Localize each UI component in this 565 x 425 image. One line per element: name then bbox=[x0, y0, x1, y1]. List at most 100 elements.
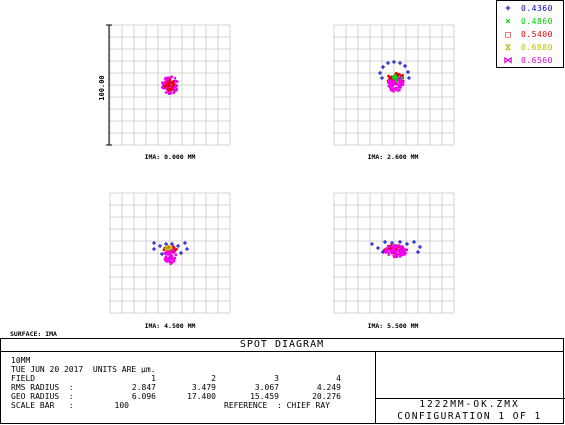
field-label-2: IMA: 2.600 MM bbox=[367, 153, 419, 161]
spot-point bbox=[167, 247, 170, 250]
spot-point bbox=[165, 245, 168, 249]
spot-point bbox=[395, 76, 398, 80]
geo-value: 20.276 bbox=[312, 392, 341, 401]
spot-point bbox=[161, 85, 164, 89]
field-col: 2 bbox=[211, 374, 216, 383]
legend-value: 0.6880 bbox=[521, 43, 553, 52]
legend-value: 0.4360 bbox=[521, 4, 553, 13]
divider bbox=[376, 398, 565, 399]
spot-point bbox=[171, 80, 175, 83]
legend-row: □ 0.5400 bbox=[497, 29, 565, 42]
spot-point bbox=[398, 255, 402, 258]
spot-point bbox=[175, 87, 178, 91]
spot-point bbox=[166, 257, 169, 260]
spot-point bbox=[168, 254, 172, 258]
spot-point bbox=[384, 251, 388, 254]
spot-point bbox=[400, 78, 403, 82]
spot-point bbox=[169, 91, 173, 95]
field-row-label: FIELD bbox=[11, 374, 36, 383]
spot-point bbox=[169, 246, 172, 249]
spot-point bbox=[388, 245, 391, 248]
legend-value: 0.4860 bbox=[521, 17, 553, 26]
spot-point bbox=[394, 83, 398, 86]
spot-point bbox=[392, 80, 395, 84]
spot-point bbox=[389, 79, 392, 83]
legend-value: 0.6560 bbox=[521, 56, 553, 65]
field-label-3: IMA: 4.500 MM bbox=[144, 322, 196, 330]
field-col: 3 bbox=[274, 374, 279, 383]
spot-point bbox=[392, 75, 395, 78]
spot-point bbox=[401, 81, 405, 84]
spot-point bbox=[164, 91, 168, 94]
rms-value: 3.067 bbox=[254, 383, 279, 392]
spot-point bbox=[396, 248, 400, 252]
spot-point bbox=[166, 86, 170, 90]
spot-point bbox=[391, 85, 394, 88]
spot-point bbox=[172, 250, 176, 254]
spot-point bbox=[398, 78, 401, 82]
spot-point bbox=[164, 252, 168, 256]
spot-point bbox=[164, 255, 167, 259]
file-name: 1222MM-OK.ZMX bbox=[419, 399, 520, 410]
spot-point bbox=[385, 247, 388, 250]
legend-row: + 0.4360 bbox=[497, 3, 565, 16]
spot-point bbox=[164, 247, 167, 251]
wavelength-legend: + 0.4360 × 0.4860 □ 0.5400 ⧖ 0.6880 ⋈ 0.… bbox=[496, 0, 564, 68]
spot-point bbox=[398, 244, 401, 248]
spot-point bbox=[392, 244, 396, 247]
analysis-info: 10MM TUE JUN 20 2017 UNITS ARE µm. FIELD… bbox=[0, 351, 376, 424]
legend-value: 0.5400 bbox=[521, 30, 553, 39]
spot-point bbox=[398, 81, 401, 84]
rms-value: 3.479 bbox=[191, 383, 216, 392]
spot-point bbox=[394, 71, 398, 75]
spot-point bbox=[399, 85, 402, 89]
cross-icon: × bbox=[505, 17, 511, 27]
spot-point bbox=[395, 79, 398, 82]
rms-label: RMS RADIUS : bbox=[11, 383, 74, 392]
spot-point bbox=[168, 78, 172, 81]
spot-point bbox=[394, 73, 398, 77]
spot-point bbox=[169, 249, 172, 253]
spot-point bbox=[168, 257, 171, 261]
spot-point bbox=[389, 250, 393, 254]
field-label-1: IMA: 0.000 MM bbox=[144, 153, 196, 161]
bowtie-icon: ⋈ bbox=[503, 56, 513, 66]
legend-row: ⧖ 0.6880 bbox=[497, 42, 565, 55]
spot-point bbox=[387, 253, 391, 256]
reference-label: REFERENCE : CHIEF RAY bbox=[224, 401, 330, 410]
scale-bar-label: 100.00 bbox=[98, 75, 106, 100]
geo-value: 15.459 bbox=[250, 392, 279, 401]
spot-point bbox=[401, 249, 404, 252]
spot-point bbox=[390, 245, 394, 248]
spot-point bbox=[395, 255, 399, 258]
spot-point bbox=[391, 87, 394, 91]
scale-bar-label: SCALE BAR : bbox=[11, 401, 74, 410]
spot-point bbox=[388, 76, 391, 80]
spot-point bbox=[169, 81, 173, 85]
hourglass-icon: ⧖ bbox=[504, 43, 512, 53]
spot-point bbox=[387, 81, 390, 84]
spot-point bbox=[161, 81, 164, 84]
configuration-label: CONFIGURATION 1 OF 1 bbox=[397, 411, 542, 422]
geo-value: 17.400 bbox=[187, 392, 216, 401]
spot-point bbox=[171, 245, 175, 248]
spot-point bbox=[400, 245, 404, 248]
lens-name: 10MM bbox=[11, 356, 31, 365]
geo-value: 6.096 bbox=[131, 392, 156, 401]
spot-point bbox=[398, 88, 401, 92]
spot-diagram-plot: 100.00 bbox=[98, 24, 455, 314]
spot-point bbox=[170, 256, 174, 260]
file-info: 1222MM-OK.ZMX CONFIGURATION 1 OF 1 bbox=[375, 351, 565, 424]
scale-bar-value: 100 bbox=[114, 401, 129, 410]
spot-point bbox=[174, 89, 177, 93]
spot-point bbox=[163, 84, 167, 88]
spot-point bbox=[171, 84, 175, 88]
spot-point bbox=[163, 257, 167, 261]
legend-row: × 0.4860 bbox=[497, 16, 565, 29]
spot-point bbox=[164, 80, 167, 84]
spot-point bbox=[169, 88, 172, 92]
spot-point bbox=[163, 77, 167, 81]
surface-label: SURFACE: IMA bbox=[10, 330, 57, 338]
spot-point bbox=[169, 262, 173, 265]
spot-point bbox=[387, 248, 390, 252]
